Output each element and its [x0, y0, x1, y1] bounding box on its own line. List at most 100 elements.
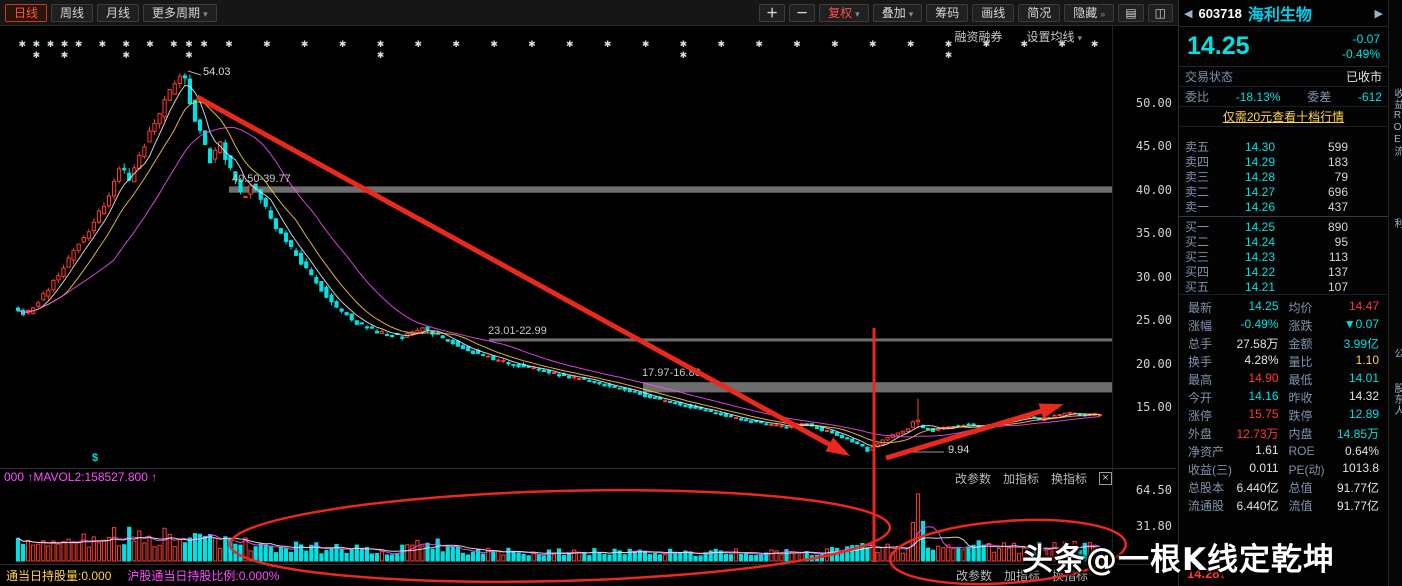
svg-text:✱: ✱ [75, 39, 83, 49]
stat-row-7: 涨停 15.75 跌停 12.89 [1179, 406, 1388, 424]
svg-text:✱: ✱ [452, 39, 460, 49]
pane-control-加指标[interactable]: 加指标 [1002, 472, 1039, 486]
weicha-label: 委差 [1307, 90, 1332, 104]
stat-pair: 流通股 6.440亿 [1183, 497, 1284, 514]
zoom-in-button[interactable]: ＋ [759, 3, 786, 22]
stat-pair: 涨幅 -0.49% [1183, 317, 1284, 334]
price-axis-label: 35.00 [1135, 226, 1172, 241]
period-tab-周线[interactable]: 周线 [51, 3, 94, 22]
stat-label: 涨停 [1188, 408, 1213, 423]
zoom-out-button[interactable]: － [789, 3, 816, 22]
ask-row-5[interactable]: 卖一 14.26 437 [1179, 199, 1388, 215]
next-stock-icon[interactable]: ▶ [1374, 7, 1383, 20]
stats-grid: 最新 14.25 均价 14.47 涨幅 -0.49% 涨跌 ▼0.07 总手 27.58万 金额 3… [1179, 294, 1388, 514]
stat-value: 1.10 [1355, 352, 1379, 367]
pane-control-改参数[interactable]: 改参数 [954, 472, 991, 486]
price-axis-label: 45.00 [1135, 139, 1172, 154]
split-screen-icon[interactable]: ◫ [1147, 3, 1173, 22]
svg-text:✱: ✱ [339, 39, 347, 49]
side-tab-3[interactable]: 公 [1392, 348, 1402, 359]
svg-text:✱: ✱ [566, 39, 574, 49]
period-tab-更多周期[interactable]: 更多周期 ▾ [143, 3, 217, 22]
ask-row-3[interactable]: 卖三 14.28 79 [1179, 169, 1388, 185]
bid-queue: 买一 14.25 890 买二 14.24 95 买三 14.23 113 买四 14.22 137 买… [1179, 219, 1388, 295]
tool-筹码[interactable]: 筹码 [926, 3, 969, 22]
weicha-value: -612 [1357, 89, 1382, 104]
stat-label: 最低 [1288, 372, 1313, 387]
stat-pair: 涨停 15.75 [1183, 407, 1284, 424]
stat-row-12: 流通股 6.440亿 流值 91.77亿 [1179, 496, 1388, 514]
stat-value: ▼0.07 [1343, 316, 1379, 331]
side-tab-1[interactable]: 收益ROE流 [1392, 88, 1402, 157]
side-tab-2[interactable]: 利 [1392, 218, 1402, 229]
svg-text:✱: ✱ [33, 50, 41, 60]
panel-footer-quote: 14.28↓ [1187, 566, 1227, 581]
weibi-value: -18.13% [1235, 89, 1281, 104]
tool-画线[interactable]: 画线 [972, 3, 1015, 22]
stat-label: 均价 [1288, 300, 1313, 315]
price-axis-label: 30.00 [1135, 269, 1172, 284]
ma-settings-link[interactable]: 设置均线 ▾ [1026, 28, 1082, 45]
svg-text:✱: ✱ [61, 50, 69, 60]
ask-row-2[interactable]: 卖四 14.29 183 [1179, 154, 1388, 170]
order-price: 14.27 [1244, 184, 1275, 199]
bid-row-5[interactable]: 买五 14.21 107 [1179, 279, 1388, 295]
volume-axis-label: 31.80 [1135, 518, 1172, 533]
stat-value: 1.61 [1255, 442, 1279, 457]
bid-row-4[interactable]: 买四 14.22 137 [1179, 264, 1388, 280]
trade-status-value: 已收市 [1345, 70, 1382, 84]
order-volume: 79 [1334, 169, 1348, 184]
order-level-label: 买一 [1185, 220, 1210, 234]
pane-control-换指标[interactable]: 换指标 [1050, 472, 1087, 486]
order-volume: 137 [1327, 264, 1348, 279]
svg-text:✱: ✱ [122, 39, 130, 49]
svg-text:✱: ✱ [718, 39, 726, 49]
side-tab-strip: 收益ROE流利公股东人 [1388, 0, 1402, 586]
stat-row-5: 最高 14.90 最低 14.01 [1179, 370, 1388, 388]
order-price: 14.25 [1244, 219, 1275, 234]
stat-row-2: 涨幅 -0.49% 涨跌 ▼0.07 [1179, 316, 1388, 334]
bid-row-3[interactable]: 买三 14.23 113 [1179, 249, 1388, 265]
svg-text:✱: ✱ [185, 50, 193, 60]
hk-connect-holding-ratio: 沪股通当日持股比例:0.000% [127, 569, 280, 583]
ask-row-4[interactable]: 卖二 14.27 696 [1179, 184, 1388, 200]
trade-status-row: 交易状态 已收市 [1179, 67, 1388, 87]
stock-info-panel: ◀ 603718 海利生物 ▶ 14.25 -0.07 -0.49% 交易状态 … [1178, 0, 1388, 586]
side-tab-4[interactable]: 股东人 [1392, 383, 1402, 416]
pane-control-改参数[interactable]: 改参数 [955, 569, 992, 583]
order-price: 14.26 [1244, 199, 1275, 214]
order-level-label: 卖二 [1185, 185, 1210, 199]
stat-row-4: 换手 4.28% 量比 1.10 [1179, 352, 1388, 370]
svg-text:✱: ✱ [263, 39, 271, 49]
gap-band-label-1: 40.50-39.77 [232, 173, 291, 185]
level2-promo-link[interactable]: 仅需20元查看十档行情 [1179, 107, 1388, 127]
tool-叠加[interactable]: 叠加 ▾ [872, 3, 923, 22]
margin-trading-link[interactable]: 融资融券 [954, 30, 1003, 44]
order-level-label: 卖一 [1185, 200, 1210, 214]
period-tab-日线[interactable]: 日线 [5, 3, 48, 22]
bid-row-2[interactable]: 买二 14.24 95 [1179, 234, 1388, 250]
status-bar: 通当日持股量:0.000 沪股通当日持股比例:0.000% 改参数 加指标 换指标 [0, 564, 1178, 586]
price-change: -0.07 -0.49% [1342, 32, 1380, 62]
prev-stock-icon[interactable]: ◀ [1184, 7, 1193, 20]
quote-list-icon[interactable]: ▤ [1118, 3, 1144, 22]
svg-text:✱: ✱ [99, 39, 107, 49]
stat-label: 总股本 [1188, 480, 1225, 495]
bid-row-1[interactable]: 买一 14.25 890 [1179, 219, 1388, 235]
stat-row-11: 总股本 6.440亿 总值 91.77亿 [1179, 478, 1388, 496]
ask-row-1[interactable]: 卖五 14.30 599 [1179, 139, 1388, 155]
price-axis-label: 50.00 [1135, 95, 1172, 110]
period-tab-月线[interactable]: 月线 [97, 3, 140, 22]
svg-text:✱: ✱ [1021, 39, 1029, 49]
stat-value: 0.64% [1344, 444, 1379, 458]
tool-简况[interactable]: 简况 [1018, 3, 1061, 22]
stat-row-9: 净资产 1.61 ROE 0.64% [1179, 442, 1388, 460]
tool-隐藏[interactable]: 隐藏» [1064, 3, 1115, 22]
stat-label: 换手 [1188, 354, 1213, 369]
stat-label: 量比 [1288, 354, 1313, 369]
close-pane-icon[interactable]: × [1099, 472, 1112, 485]
tool-复权[interactable]: 复权 ▾ [819, 3, 869, 22]
stock-name: 海利生物 [1247, 7, 1312, 24]
stat-label: 今开 [1188, 390, 1213, 405]
svg-text:✱: ✱ [377, 39, 385, 49]
